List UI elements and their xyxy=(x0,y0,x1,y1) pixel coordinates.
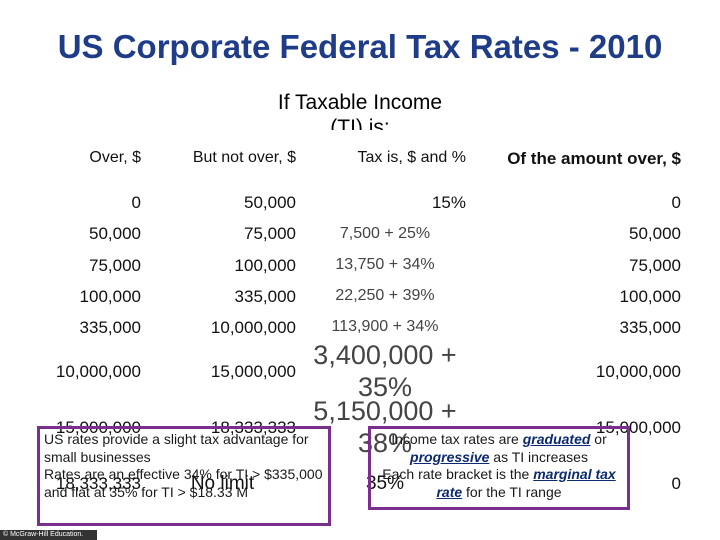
table-cell: No limit xyxy=(190,472,255,494)
note-text: progressive xyxy=(410,448,490,465)
table-cell: 100,000 xyxy=(234,255,296,275)
note-text: Income tax rates are xyxy=(391,431,523,447)
table-cell: 35% xyxy=(365,472,405,494)
note: Income tax rates are graduated or progre… xyxy=(375,431,623,466)
note-text: graduated xyxy=(522,431,591,447)
note-text: Each rate bracket is the xyxy=(382,466,534,482)
table-cell: 13,750 + 34% xyxy=(335,256,435,274)
table-cell: 10,000,000 xyxy=(595,361,681,381)
note: Each rate bracket is the marginal tax ra… xyxy=(375,466,623,501)
table-cell: 335,000 xyxy=(619,317,681,337)
note-text: marginal tax rate xyxy=(436,466,616,500)
table-cell: 75,000 xyxy=(244,224,296,244)
table-cell: 113,900 + 34% xyxy=(331,318,439,336)
table-cell: 75,000 xyxy=(89,255,141,275)
table-cell: 0 xyxy=(671,192,681,212)
table-cell: 10,000,000 xyxy=(210,317,296,337)
table-cell: 22,250 + 39% xyxy=(335,287,435,305)
table-cell: 335,000 xyxy=(79,317,141,337)
table-cell: 0 xyxy=(131,192,141,212)
note-text: for the TI range xyxy=(462,483,562,500)
table-cell: 50,000 xyxy=(244,192,296,212)
note-text: as TI increases xyxy=(489,448,588,465)
note-text: or xyxy=(590,431,607,447)
note-right: Income tax rates are graduated or progre… xyxy=(368,426,630,510)
table-cell: 18,333,333 xyxy=(55,473,141,493)
table-cell: 3,400,000 + 35% xyxy=(313,340,457,402)
header-cell: Of the amount over, $ xyxy=(507,148,681,168)
table-cell: 75,000 xyxy=(629,255,681,275)
header-cell: But not over, $ xyxy=(192,149,296,167)
table-cell: 15,000,000 xyxy=(595,417,681,437)
table-cell: 0 xyxy=(671,473,681,493)
table-cell: 50,000 xyxy=(89,224,141,244)
note: US rates provide a slight tax advantage … xyxy=(44,431,309,465)
header-cell: Over, $ xyxy=(89,149,141,167)
table-cell: 5,150,000 + 38% xyxy=(313,396,457,458)
table-cell: 10,000,000 xyxy=(55,361,141,381)
table-cell: 15% xyxy=(431,192,466,212)
table-cell: 100,000 xyxy=(619,286,681,306)
table-cell: 100,000 xyxy=(79,286,141,306)
table-cell: 15,000,000 xyxy=(210,361,296,381)
title: US Corporate Federal Tax Rates - 2010 xyxy=(57,28,663,65)
caption: If Taxable Income (TI) is: xyxy=(277,91,443,130)
table-cell: 335,000 xyxy=(234,286,296,306)
footer: © McGraw-Hill Education. xyxy=(0,530,97,540)
note-left: US rates provide a slight tax advantage … xyxy=(37,426,331,526)
note: Rates are an effective 34% for TI > $335… xyxy=(44,466,323,500)
header-cell: Tax is, $ and % xyxy=(357,149,467,167)
table-cell: 50,000 xyxy=(629,224,681,244)
table-cell: 7,500 + 25% xyxy=(339,224,431,242)
